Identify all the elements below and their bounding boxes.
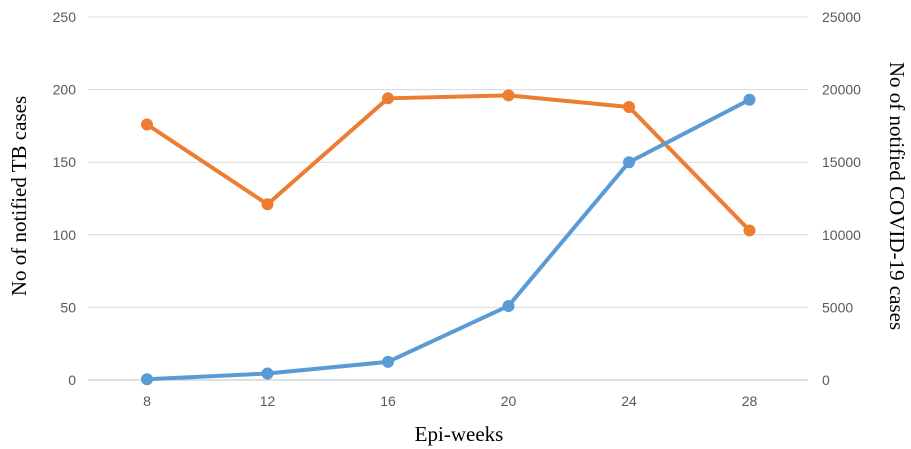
data-point (503, 300, 515, 312)
data-point (262, 367, 274, 379)
gridlines (88, 17, 808, 380)
left-y-tick-label: 0 (68, 372, 76, 388)
data-point (141, 118, 153, 130)
data-point (382, 92, 394, 104)
x-tick-label: 20 (501, 393, 517, 409)
x-tick-label: 24 (621, 393, 637, 409)
x-axis-ticks: 8 12 16 20 24 28 (143, 393, 757, 409)
right-y-tick-label: 15000 (822, 154, 861, 170)
series-line-1 (147, 95, 750, 230)
left-y-tick-label: 250 (53, 9, 77, 25)
left-y-tick-label: 200 (53, 82, 77, 98)
data-point (623, 156, 635, 168)
x-tick-label: 8 (143, 393, 151, 409)
right-y-tick-label: 5000 (822, 299, 853, 315)
left-y-tick-label: 50 (60, 299, 76, 315)
left-y-tick-label: 150 (53, 154, 77, 170)
data-point (744, 94, 756, 106)
right-y-tick-label: 0 (822, 372, 830, 388)
left-axis-title: No of notified TB cases (7, 96, 31, 296)
x-axis-title: Epi-weeks (415, 422, 504, 446)
left-axis-ticks: 0 50 100 150 200 250 (53, 9, 77, 388)
data-point (141, 373, 153, 385)
data-point (262, 198, 274, 210)
data-point (744, 224, 756, 236)
right-y-tick-label: 10000 (822, 227, 861, 243)
data-point (382, 356, 394, 368)
right-y-tick-label: 20000 (822, 82, 861, 98)
right-y-tick-label: 25000 (822, 9, 861, 25)
data-point (503, 89, 515, 101)
x-tick-label: 12 (260, 393, 276, 409)
left-y-tick-label: 100 (53, 227, 77, 243)
series-line-2 (147, 100, 750, 380)
x-tick-label: 16 (380, 393, 396, 409)
right-axis-ticks: 0 5000 10000 15000 20000 25000 (822, 9, 861, 388)
series-group (141, 89, 756, 385)
x-tick-label: 28 (742, 393, 758, 409)
right-axis-title: No of notified COVID-19 cases (885, 62, 909, 330)
data-point (623, 101, 635, 113)
